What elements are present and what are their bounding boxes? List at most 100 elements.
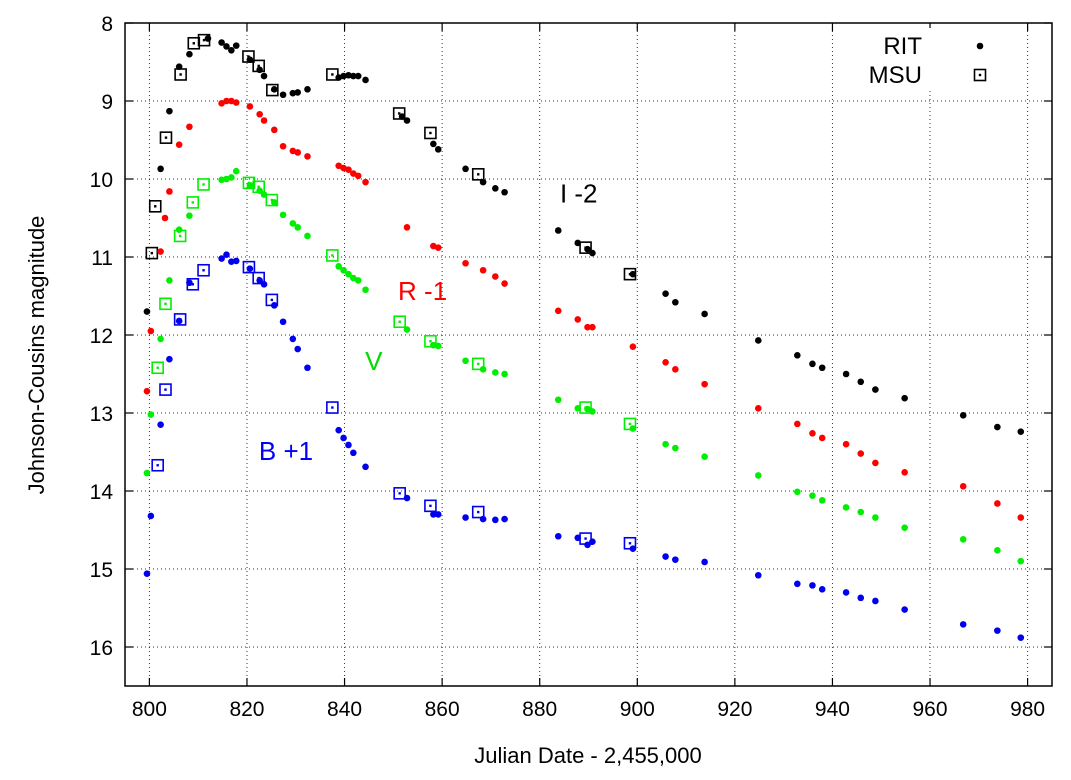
data-point-square: [151, 458, 164, 472]
legend-square-marker: [973, 68, 987, 82]
data-point-square: [197, 178, 210, 191]
data-point-dot: [350, 170, 357, 177]
data-point-dot: [794, 580, 801, 588]
data-point-dot: [246, 181, 254, 189]
square-marker-center: [191, 201, 195, 204]
data-point-dot: [959, 412, 967, 419]
data-point-dot: [270, 302, 278, 309]
band-label: V: [365, 346, 383, 376]
square-marker-center: [584, 537, 587, 540]
data-point-dot: [256, 277, 263, 284]
band-label: I -2: [560, 178, 598, 208]
y-tick-label: 12: [90, 325, 113, 348]
data-point-dot: [842, 589, 850, 596]
data-point-dot: [157, 248, 164, 255]
data-point-square: [186, 196, 200, 209]
data-point-dot: [345, 441, 352, 449]
x-tick-label: 860: [425, 698, 460, 721]
data-point-dot: [501, 370, 508, 378]
square-marker-center: [164, 388, 167, 391]
data-point-dot: [354, 172, 362, 180]
square-marker-outline: [579, 241, 592, 254]
data-point-dot: [1017, 514, 1025, 521]
data-point-dot: [143, 469, 151, 477]
data-point-dot: [672, 366, 679, 373]
square-marker-outline: [973, 68, 987, 82]
square-marker-center: [179, 73, 182, 76]
data-point-dot: [166, 188, 173, 195]
data-point-dot: [289, 220, 297, 227]
square-marker-center: [164, 136, 168, 139]
square-marker-center: [628, 542, 632, 545]
square-marker-center: [331, 406, 334, 409]
data-point-dot: [629, 425, 637, 432]
data-point-dot: [492, 369, 499, 376]
data-point-dot: [166, 355, 173, 363]
data-point-dot: [492, 273, 499, 280]
data-point-dot: [232, 99, 240, 106]
y-tick-label: 14: [90, 481, 114, 504]
data-point-dot: [350, 72, 357, 80]
square-marker-center: [257, 185, 260, 188]
square-marker-outline: [471, 357, 485, 371]
square-marker-center: [270, 198, 274, 202]
data-point-dot: [143, 308, 151, 315]
data-point-dot: [335, 263, 342, 270]
square-marker-outline: [471, 168, 485, 181]
data-point-dot: [246, 56, 254, 63]
data-point-dot: [246, 103, 254, 110]
data-point-dot: [430, 341, 437, 349]
data-point-square: [471, 168, 485, 181]
data-point-square: [159, 297, 172, 311]
data-point-dot: [232, 167, 240, 175]
data-point-dot: [434, 146, 442, 153]
data-point-dot: [994, 500, 1001, 507]
square-marker-center: [429, 131, 432, 135]
data-point-dot: [554, 396, 562, 404]
data-point-dot: [959, 536, 967, 543]
data-point-dot: [335, 162, 342, 170]
square-marker-center: [331, 73, 334, 76]
data-point-dot: [994, 627, 1001, 634]
data-point-dot: [479, 178, 487, 186]
square-marker-outline: [393, 487, 406, 500]
data-point-dot: [403, 224, 411, 231]
y-tick-label: 10: [90, 169, 113, 192]
square-marker-center: [331, 254, 334, 257]
data-point-dot: [479, 366, 487, 373]
data-point-dot: [218, 176, 225, 184]
data-point-dot: [492, 185, 499, 192]
data-point-dot: [223, 97, 230, 105]
square-marker-outline: [326, 401, 339, 414]
data-point-dot: [294, 224, 302, 231]
square-marker-center: [628, 422, 632, 426]
square-marker-center: [202, 38, 206, 42]
data-point-square: [393, 315, 406, 329]
data-point-square: [265, 193, 279, 207]
data-point-dot: [662, 440, 669, 448]
legend-background: [858, 28, 1008, 90]
data-point-square: [471, 357, 485, 371]
x-tick-label: 920: [717, 698, 752, 721]
square-marker-outline: [145, 246, 159, 260]
square-marker-outline: [471, 505, 485, 519]
data-point-dot: [462, 514, 469, 521]
data-point-dot: [994, 423, 1001, 431]
grid-layer: [125, 22, 1052, 686]
square-marker-outline: [424, 126, 437, 140]
axes-layer: 800 820 840 860 880 900 920 940 960 980 8 9 10 11 12 13…: [90, 13, 1053, 721]
square-marker-outline: [392, 107, 406, 120]
square-marker-center: [978, 73, 982, 77]
square-marker-outline: [424, 334, 437, 348]
data-point-dot: [279, 318, 287, 326]
square-marker-center: [202, 183, 205, 186]
data-point-dot: [809, 492, 816, 499]
data-point-dot: [554, 307, 562, 315]
data-point-dot: [857, 594, 865, 602]
data-point-dot: [157, 335, 164, 343]
data-point-dot: [304, 232, 311, 240]
data-point-dot: [501, 188, 508, 196]
data-point-dot: [161, 214, 169, 222]
